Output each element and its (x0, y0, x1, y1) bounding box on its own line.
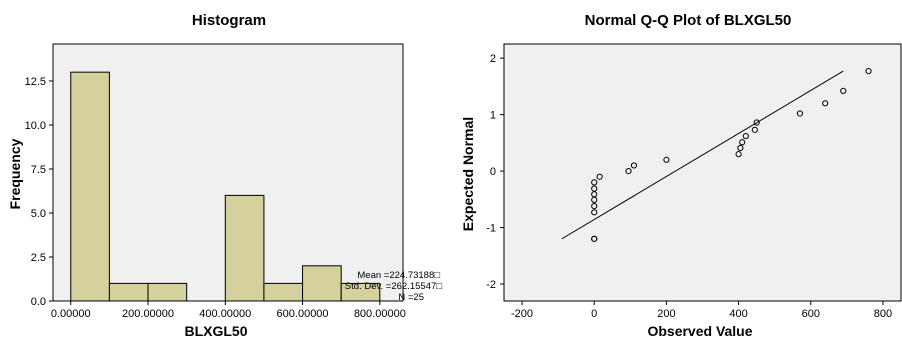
histogram-x-tick-label: 800.00000 (354, 308, 406, 320)
histogram-x-ticks: 0.00000 200.00000 400.00000 600.00000 800.00… (51, 301, 406, 320)
qq-point-21 (865, 68, 872, 75)
qq-x-ticks: -200 0 200 400 600 800 (511, 301, 892, 320)
qq-y-axis-label: Expected Normal (460, 117, 476, 231)
histogram-x-axis-label: BLXGL50 (184, 323, 247, 339)
qq-plot-area (503, 43, 902, 302)
qq-point-10 (630, 162, 638, 169)
histogram-bar-0 (70, 71, 110, 302)
qq-point-2 (591, 209, 598, 216)
histogram-bars (70, 71, 381, 302)
qq-points (591, 68, 872, 242)
qq-plot-title: Normal Q-Q Plot of BLXGL50 (585, 12, 792, 29)
qq-x-tick-label: 800 (874, 308, 892, 320)
qq-point-8 (596, 173, 603, 180)
qq-y-tick-label: -1 (486, 223, 496, 235)
histogram-bar-6 (302, 265, 342, 302)
qq-point-12 (735, 151, 742, 158)
qq-point-3 (591, 203, 598, 210)
qq-x-tick-label: -200 (511, 308, 533, 320)
qq-y-tick-label: -2 (486, 279, 496, 291)
histogram-bar-1 (108, 282, 149, 302)
histogram-x-tick-label: 400.00000 (199, 308, 251, 320)
qq-reference-line (561, 70, 844, 240)
histogram-y-axis-label: Frequency (7, 138, 23, 209)
histogram-bar-5 (263, 282, 304, 302)
qq-point-6 (591, 185, 598, 192)
histogram-y-tick-label: 7.5 (31, 164, 46, 176)
qq-x-tick-label: 0 (591, 308, 597, 320)
qq-point-7 (591, 179, 598, 186)
qq-point-13 (737, 144, 744, 152)
histogram-stats: Mean =224.73188□ Std. Dev. =262.15547□ N… (345, 270, 442, 303)
qq-point-14 (739, 139, 746, 146)
histogram-chart: Histogram 0.00000 200.00000 400.00000 600.0… (7, 12, 442, 339)
histogram-x-tick-label: 200.00000 (122, 308, 174, 320)
qq-point-16 (751, 126, 758, 133)
histogram-y-tick-label: 10.0 (25, 120, 46, 132)
qq-point-15 (742, 132, 749, 140)
histogram-bar-7 (340, 282, 381, 302)
qq-y-tick-label: 2 (490, 53, 496, 65)
stats-std-dev: Std. Dev. =262.15547□ (345, 281, 442, 292)
histogram-bar-2 (147, 282, 188, 302)
qq-y-ticks: -2 -1 0 1 2 (486, 53, 504, 291)
histogram-y-ticks: 0.0 2.5 5.0 7.5 10.0 12.5 (25, 76, 53, 308)
qq-point-1 (591, 235, 598, 242)
histogram-y-tick-label: 5.0 (31, 208, 46, 220)
qq-x-tick-label: 400 (729, 308, 747, 320)
qq-point-18 (796, 110, 804, 117)
qq-y-tick-label: 0 (490, 166, 496, 178)
qq-x-axis-label: Observed Value (647, 323, 752, 339)
histogram-y-tick-label: 0.0 (31, 296, 46, 308)
histogram-x-tick-label: 0.00000 (51, 308, 91, 320)
histogram-title: Histogram (192, 12, 266, 29)
qq-x-tick-label: 600 (802, 308, 820, 320)
qq-point-17 (753, 119, 760, 126)
stats-n: N =25 (398, 292, 424, 303)
qq-y-tick-label: 1 (490, 110, 496, 122)
qq-point-9 (625, 167, 632, 175)
qq-point-20 (840, 87, 847, 94)
qq-plot-chart: Normal Q-Q Plot of BLXGL50 -200 0 200 400 60… (460, 12, 902, 339)
qq-point-19 (822, 100, 829, 107)
stats-mean: Mean =224.73188□ (357, 270, 440, 281)
histogram-bar-4 (224, 194, 265, 302)
qq-reference-line-group (561, 70, 844, 240)
histogram-y-tick-label: 12.5 (25, 76, 46, 88)
qq-x-tick-label: 200 (657, 308, 675, 320)
qq-point-11 (663, 156, 670, 163)
histogram-x-tick-label: 600.00000 (277, 308, 329, 320)
histogram-y-tick-label: 2.5 (31, 252, 46, 264)
